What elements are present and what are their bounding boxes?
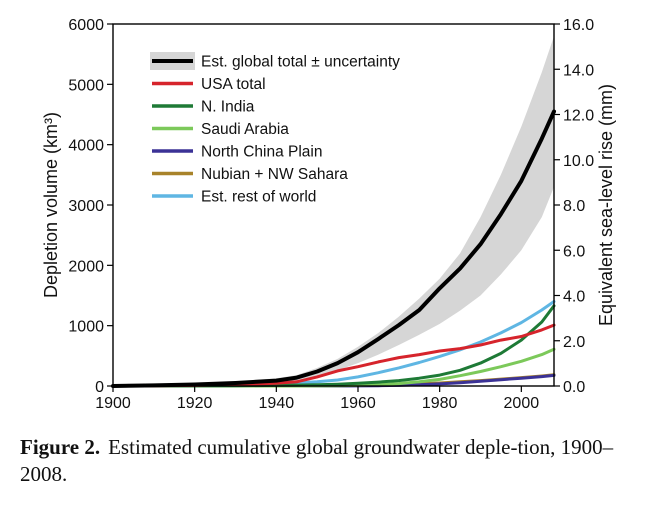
figure-label: Figure 2. — [20, 435, 101, 459]
x-tick-label: 1960 — [340, 395, 376, 412]
y2-tick-label: 8.0 — [563, 198, 585, 215]
y2-tick-label: 10.0 — [563, 153, 594, 170]
y2-tick-label: 0.0 — [563, 379, 585, 396]
y2-tick-label: 14.0 — [563, 62, 594, 79]
x-tick-label: 1900 — [95, 395, 131, 412]
figure-caption-text: Estimated cumulative global groundwater … — [20, 435, 614, 486]
y-tick-label: 2000 — [68, 258, 104, 275]
figure-caption: Figure 2. Estimated cumulative global gro… — [20, 434, 650, 488]
uncertainty-band-layer — [113, 36, 554, 386]
y-tick-label: 0 — [95, 379, 104, 396]
y2-tick-label: 4.0 — [563, 289, 585, 306]
legend-label-est-rest-of-world: Est. rest of world — [201, 189, 316, 206]
series-line-est-global-total-uncertainty — [111, 109, 556, 388]
legend-label-usa-total: USA total — [201, 76, 266, 93]
secondary-y-axis-label: Equivalent sea-level rise (mm) — [596, 84, 616, 326]
series-line-usa-total — [111, 323, 556, 388]
legend-label-est-global-total-uncertainty: Est. global total ± uncertainty — [201, 54, 400, 71]
x-tick-label: 2000 — [504, 395, 540, 412]
y2-tick-label: 2.0 — [563, 334, 585, 351]
legend-label-saudi-arabia: Saudi Arabia — [201, 121, 289, 138]
axes-layer: 1900 1920 1940 1960 1980 2000 0 1000 2000 3000 400… — [68, 17, 594, 412]
y-tick-label: 5000 — [68, 77, 104, 94]
y2-tick-label: 6.0 — [563, 243, 585, 260]
y-axis-label: Depletion volume (km³) — [41, 112, 61, 298]
y-tick-label: 1000 — [68, 319, 104, 336]
y2-tick-label: 12.0 — [563, 108, 594, 125]
uncertainty-band — [113, 36, 554, 386]
x-tick-label: 1920 — [177, 395, 213, 412]
x-tick-label: 1980 — [422, 395, 458, 412]
y-tick-label: 6000 — [68, 17, 104, 34]
legend-label-north-china-plain: North China Plain — [201, 144, 322, 161]
legend-label-nubian-nw-sahara: Nubian + NW Sahara — [201, 166, 348, 183]
x-tick-label: 1940 — [259, 395, 295, 412]
y-tick-label: 4000 — [68, 138, 104, 155]
y-tick-label: 3000 — [68, 198, 104, 215]
series-line-n-india — [111, 304, 556, 388]
legend-label-n-india: N. India — [201, 99, 255, 116]
y2-tick-label: 16.0 — [563, 17, 594, 34]
groundwater-depletion-chart: 1900 1920 1940 1960 1980 2000 0 1000 2000 3000 400… — [41, 17, 616, 412]
legend: Est. global total ± uncertainty USA total… — [150, 52, 400, 206]
